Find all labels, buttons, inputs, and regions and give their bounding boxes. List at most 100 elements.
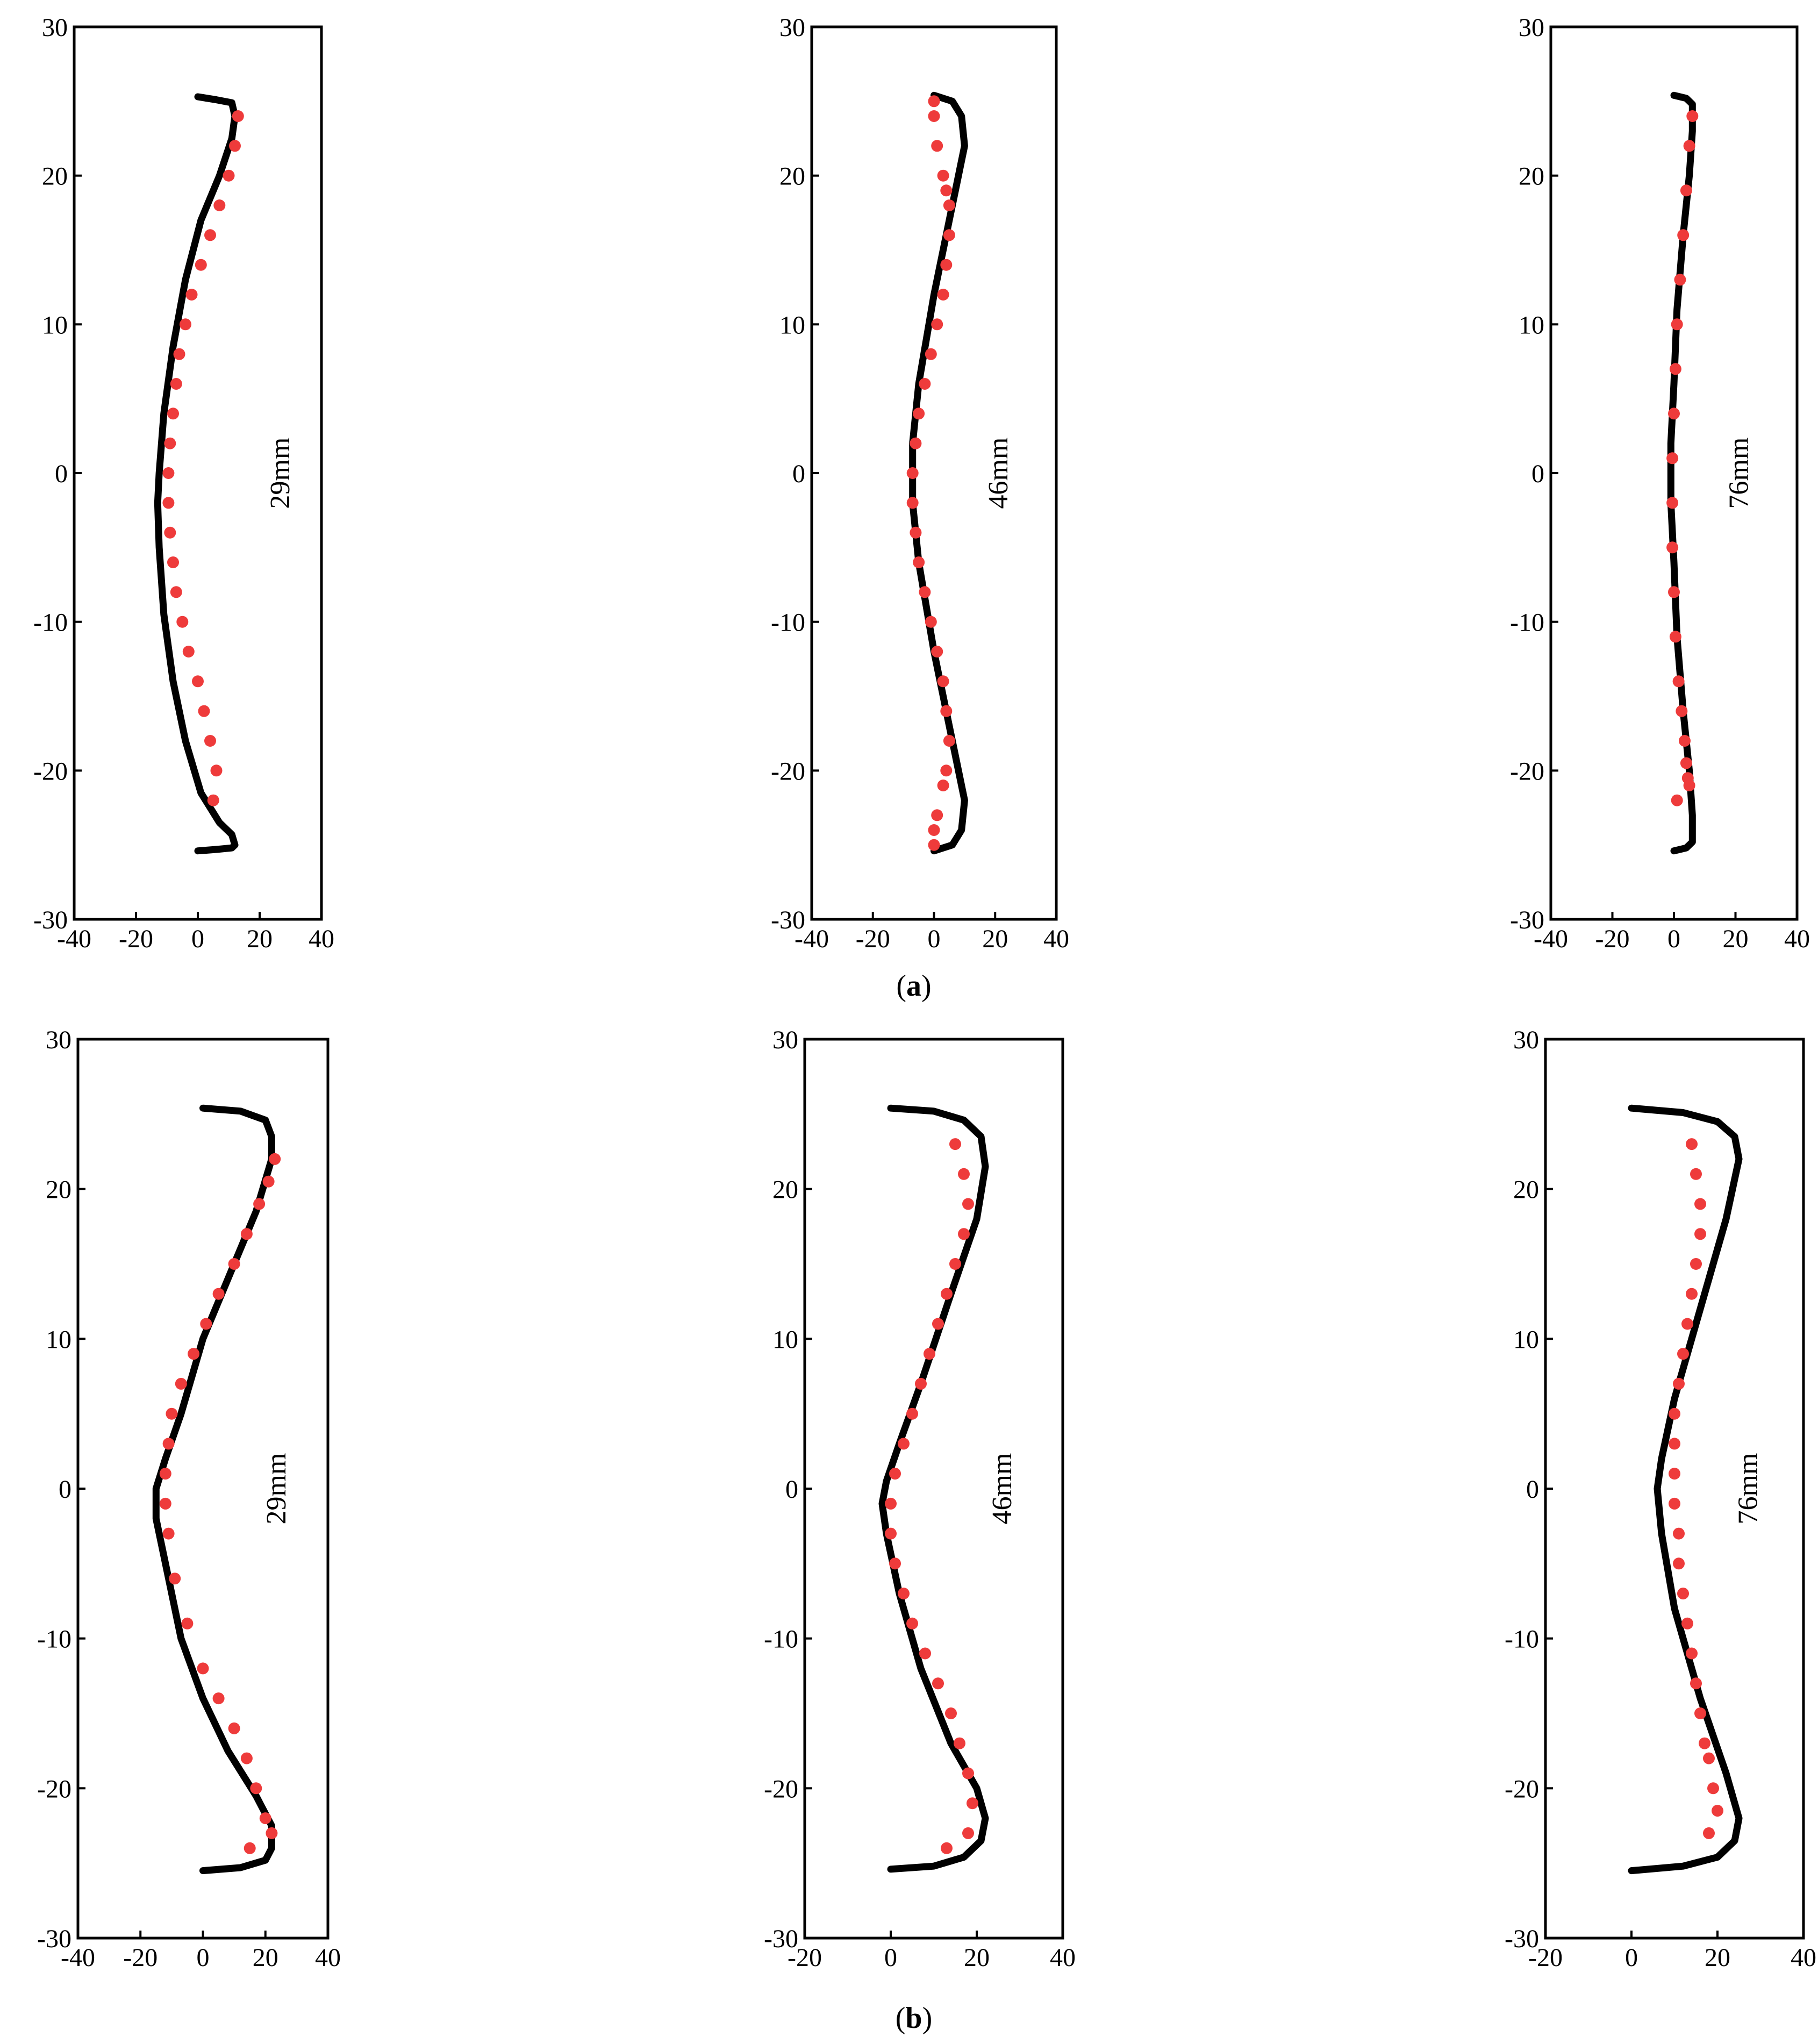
y-tick-label: 10 [779, 311, 805, 339]
experiment-point [204, 735, 216, 747]
y-tick-label: 10 [1513, 1325, 1539, 1354]
y-tick-label: -10 [33, 609, 68, 637]
panel-annotation: 46mm [987, 1453, 1018, 1525]
experiment-point [931, 646, 943, 657]
plot-frame [803, 1038, 1064, 1940]
y-tick-label: -30 [1510, 906, 1544, 934]
experiment-point [182, 646, 195, 657]
experiment-point [204, 229, 216, 241]
y-tick-label: 0 [792, 460, 805, 488]
experiment-point [1680, 184, 1692, 197]
experiment-point [188, 1348, 200, 1360]
experiment-point [932, 1318, 944, 1330]
panel-annotation: 46mm [983, 438, 1014, 509]
experiment-point [1673, 1557, 1685, 1570]
experiment-point [962, 1198, 974, 1210]
experiment-point [253, 1198, 266, 1210]
experiment-point [1669, 1407, 1680, 1420]
experiment-point [250, 1782, 262, 1795]
experiment-point [173, 348, 185, 360]
experiment-point [1669, 1497, 1680, 1510]
experiment-point [925, 348, 937, 360]
experiment-point [889, 1468, 901, 1480]
experiment-point [1686, 1647, 1698, 1660]
experiment-point [212, 1288, 225, 1300]
y-tick-label: 20 [779, 162, 805, 191]
experiment-point [919, 1647, 931, 1660]
experiment-point [962, 1827, 974, 1839]
y-tick-label: -20 [1510, 757, 1544, 785]
experiment-point [164, 526, 176, 539]
experiment-point [195, 259, 207, 271]
panel-annotation: 29mm [261, 1453, 292, 1525]
experiment-point [229, 140, 241, 152]
experiment-point [198, 705, 210, 717]
experiment-point [943, 199, 955, 211]
experiment-point [176, 616, 189, 628]
experiment-point [919, 586, 931, 598]
experiment-point [1674, 274, 1686, 286]
experiment-point [937, 675, 949, 688]
experiment-point [958, 1168, 970, 1180]
experiment-point [949, 1138, 961, 1150]
y-tick-label: 0 [785, 1475, 798, 1504]
experiment-point [1669, 1438, 1680, 1450]
experiment-point [1690, 1168, 1702, 1180]
experiment-point [162, 1527, 175, 1540]
experiment-point [1712, 1805, 1723, 1817]
experiment-point [898, 1588, 910, 1600]
x-tick-label: 0 [1625, 1943, 1638, 1972]
experiment-point [1683, 140, 1695, 152]
y-tick-label: -20 [764, 1775, 798, 1803]
y-tick-label: 30 [1513, 1026, 1539, 1054]
experiment-point [228, 1722, 240, 1734]
experiment-point [1672, 675, 1685, 688]
experiment-point [200, 1318, 212, 1330]
experiment-point [1676, 705, 1688, 717]
experiment-point [180, 318, 191, 331]
y-tick-label: -30 [37, 1925, 71, 1953]
experiment-point [1668, 586, 1680, 598]
panel-annotation: 29mm [265, 438, 296, 509]
chart-panel-a2: 30 20 10 0 -10 -20 -30-40 -20 0 20 40 46mm [771, 13, 1069, 953]
experiment-point [945, 1707, 957, 1719]
experiment-point [919, 378, 931, 390]
chart-panel-a3: 30 20 10 0 -10 -20 -30-40 -20 0 20 40 76mm [1510, 13, 1810, 953]
experiment-point [1707, 1782, 1719, 1795]
y-tick-label: -10 [1505, 1625, 1539, 1654]
plot-frame [810, 25, 1058, 921]
y-tick-label: -10 [1510, 609, 1544, 637]
experiment-point [262, 1175, 275, 1188]
x-tick-label: 20 [1723, 925, 1749, 953]
x-tick-label: 20 [253, 1943, 278, 1972]
experiment-point [906, 1617, 918, 1630]
experiment-point [240, 1752, 253, 1764]
y-tick-label: 0 [1531, 460, 1544, 488]
experiment-point [1686, 1138, 1698, 1150]
experiment-point [958, 1228, 970, 1240]
experiment-point [167, 408, 179, 420]
chart-panel-b1: 30 20 10 0 -10 -20 -30-40 -20 0 20 40 29mm [37, 1026, 341, 1972]
experiment-point [928, 110, 940, 122]
experiment-point [1703, 1752, 1715, 1764]
x-tick-label: 40 [1791, 1943, 1816, 1972]
experiment-point [913, 408, 925, 420]
y-tick-label: 0 [55, 460, 68, 488]
x-tick-label: 40 [315, 1943, 341, 1972]
experiment-point [166, 1407, 178, 1420]
experiment-point [1668, 408, 1680, 420]
y-tick-label: -20 [33, 757, 68, 785]
experiment-point [164, 437, 176, 449]
chart-panel-a1: 30 20 10 0 -10 -20 -30-40 -20 0 20 40 29mm [33, 13, 334, 953]
x-tick-label: 0 [884, 1943, 897, 1972]
experiment-point [1677, 229, 1690, 241]
x-tick-label: -20 [856, 925, 890, 953]
experiment-point [940, 764, 953, 777]
experiment-point [931, 140, 943, 152]
caption-a: (a) [896, 969, 931, 1003]
experiment-point [928, 824, 940, 836]
experiment-point [1673, 1527, 1685, 1540]
experiment-point [1681, 1318, 1693, 1330]
experiment-point [1677, 1348, 1689, 1360]
